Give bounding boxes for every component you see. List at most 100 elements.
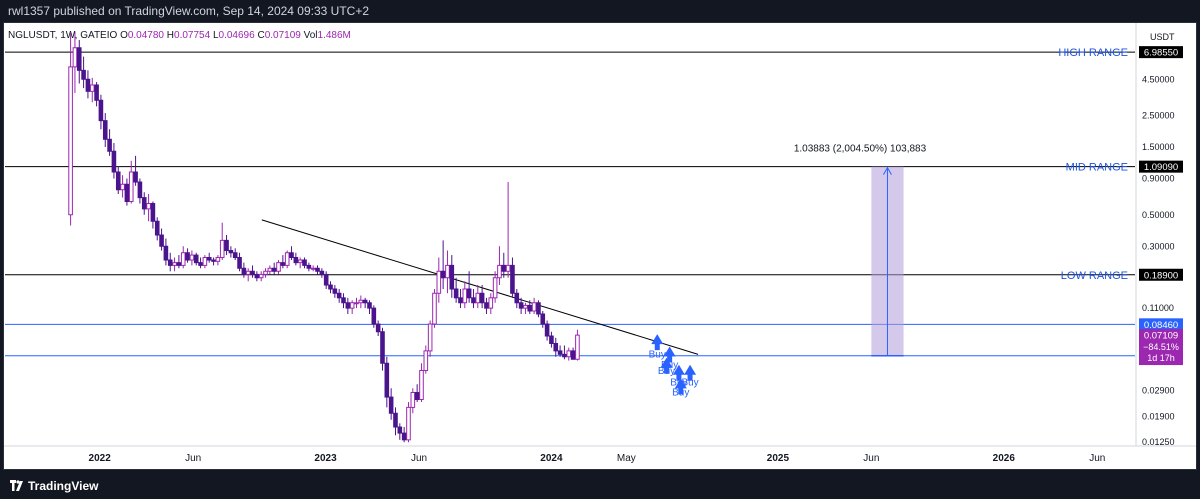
candle-41 [245, 268, 251, 282]
candle-82 [423, 345, 429, 374]
candle-body [89, 84, 95, 92]
candle-77 [401, 427, 407, 443]
y-tick-label: 0.30000 [1142, 241, 1175, 251]
candle-101 [505, 182, 511, 278]
candle-30 [198, 257, 203, 269]
buy-arrow-icon [684, 364, 697, 381]
candle-39 [237, 252, 242, 272]
candle-115 [566, 347, 572, 361]
candle-body [319, 270, 325, 275]
candle-85 [436, 257, 442, 303]
candle-0 [68, 33, 73, 226]
candle-body [427, 323, 433, 352]
candle-19 [150, 201, 156, 229]
candle-body [406, 406, 411, 441]
close-value: 0.07109 [264, 30, 301, 41]
candle-body [562, 353, 567, 358]
y-tick-label: 2.50000 [1142, 111, 1175, 121]
candle-body [475, 292, 481, 304]
candle-body [514, 292, 520, 304]
candle-body [414, 392, 420, 401]
candle-44 [258, 271, 264, 282]
candle-20 [154, 217, 160, 241]
candle-body [445, 264, 450, 279]
candle-64 [345, 297, 351, 315]
candle-26 [180, 246, 186, 269]
candle-body [107, 138, 112, 152]
candle-body [211, 259, 216, 262]
candle-body [553, 342, 559, 352]
high-value: 0.07754 [174, 30, 211, 41]
volume-label: Vol [303, 30, 318, 41]
candle-63 [341, 293, 346, 309]
candle-94 [475, 285, 481, 309]
candle-102 [510, 257, 515, 298]
candle-body [189, 254, 195, 261]
candle-body [306, 264, 312, 269]
candle-116 [570, 347, 576, 360]
candle-27 [185, 248, 190, 263]
candle-11 [115, 166, 121, 195]
candle-31 [202, 255, 208, 269]
candle-body [484, 302, 489, 309]
candle-body [315, 267, 320, 272]
candle-body [258, 273, 264, 279]
candle-89 [453, 277, 459, 303]
candle-103 [514, 289, 520, 309]
candle-3 [81, 56, 86, 89]
publish-info: rwl1357 published on TradingView.com, Se… [8, 4, 370, 18]
candle-5 [89, 77, 95, 103]
candle-body [401, 432, 407, 441]
last-price-change: −84.51% [1143, 342, 1179, 352]
range-levels: HIGH RANGE MID RANGE LOW RANGE [5, 47, 1135, 357]
candle-body [276, 262, 281, 272]
buy-signal-0: Buy [649, 334, 666, 361]
footer-brand: TradingView [28, 479, 99, 493]
candle-body [267, 267, 273, 272]
candle-body [332, 288, 338, 294]
candle-body [549, 335, 554, 344]
candle-body [419, 370, 424, 401]
candle-96 [484, 297, 489, 315]
candle-body [566, 350, 572, 358]
candle-body [336, 292, 342, 299]
candle-51 [289, 246, 294, 261]
buy-arrow-icon [674, 378, 687, 395]
candle-body [349, 302, 355, 309]
candle-16 [137, 178, 143, 204]
candle-69 [367, 300, 372, 315]
candle-15 [133, 155, 138, 186]
candle-66 [354, 297, 359, 309]
chart-panel [3, 22, 1197, 470]
candle-body [531, 302, 537, 312]
candle-59 [323, 271, 329, 290]
candle-109 [540, 311, 546, 328]
high-label: H [166, 30, 175, 41]
candle-body [198, 262, 203, 266]
candle-99 [497, 246, 502, 286]
candle-body [72, 47, 78, 68]
candle-18 [146, 194, 151, 222]
candle-10 [111, 143, 117, 179]
candle-body [557, 350, 563, 355]
candle-72 [380, 327, 385, 371]
candle-body [354, 302, 359, 305]
candle-38 [232, 248, 238, 261]
candle-body [284, 252, 290, 266]
x-tick-label: 2026 [993, 453, 1016, 464]
candle-80 [414, 384, 420, 403]
candle-body [228, 250, 234, 254]
candle-body [380, 331, 385, 364]
candle-112 [553, 337, 559, 357]
candle-92 [466, 271, 472, 303]
candle-1 [72, 31, 78, 94]
candle-body [358, 299, 364, 304]
candle-75 [393, 407, 398, 436]
price-chart[interactable]: HIGH RANGE MID RANGE LOW RANGE 1.03883 (2,… [0, 0, 1200, 474]
candle-body [423, 350, 429, 372]
candle-body [206, 257, 212, 261]
candle-body [436, 270, 442, 294]
level-name-0: HIGH RANGE [1058, 47, 1128, 59]
candle-body [202, 257, 208, 266]
